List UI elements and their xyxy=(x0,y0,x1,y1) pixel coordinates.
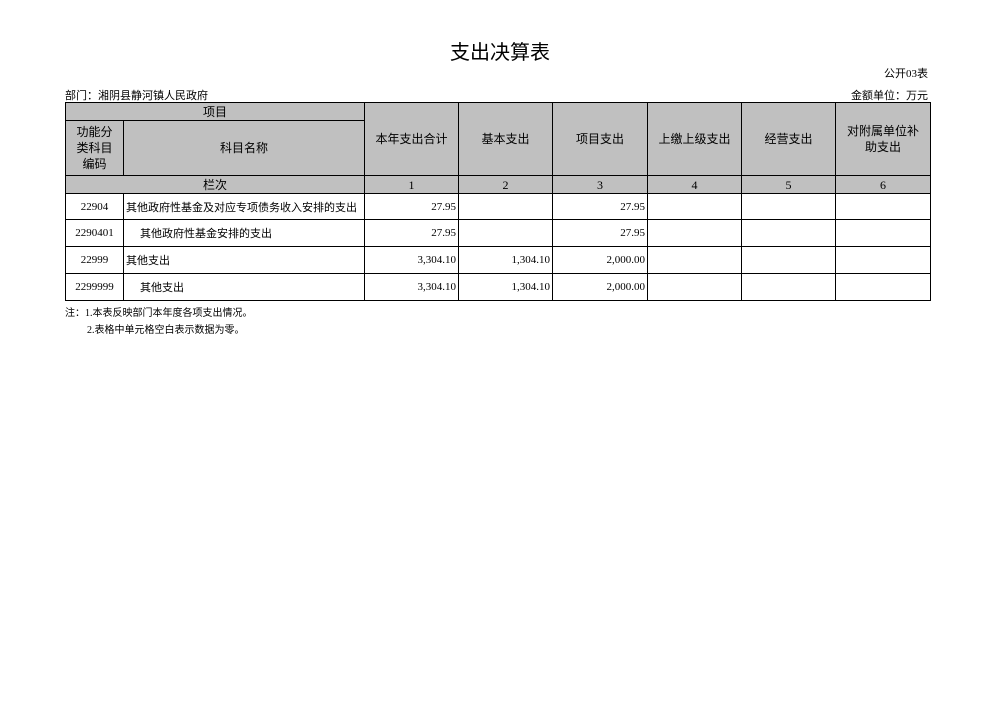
amount-cell: 2,000.00 xyxy=(552,273,648,301)
empty-cell xyxy=(741,273,836,301)
column-number: 3 xyxy=(552,175,648,194)
note: 2.表格中单元格空白表示数据为零。 xyxy=(87,325,245,336)
column-number: 1 xyxy=(364,175,459,194)
empty-cell xyxy=(458,193,553,220)
name-cell: 其他支出 xyxy=(123,273,365,301)
column-header: 项目支出 xyxy=(552,102,648,176)
column-header: 经营支出 xyxy=(741,102,836,176)
name-cell: 其他政府性基金安排的支出 xyxy=(123,219,365,247)
code-cell: 22904 xyxy=(65,193,124,220)
code-cell: 22999 xyxy=(65,246,124,274)
note: 注：1.本表反映部门本年度各项支出情况。 xyxy=(65,308,253,319)
column-header: 基本支出 xyxy=(458,102,553,176)
empty-cell xyxy=(835,193,931,220)
column-header: 对附属单位补助支出 xyxy=(835,102,931,176)
amount-cell: 1,304.10 xyxy=(458,246,553,274)
amount-cell: 27.95 xyxy=(364,193,459,220)
form-number: 公开03表 xyxy=(884,68,928,80)
index-label: 栏次 xyxy=(65,175,365,194)
empty-cell xyxy=(741,193,836,220)
column-header: 功能分类科目编码 xyxy=(65,120,124,176)
amount-cell: 27.95 xyxy=(552,193,648,220)
name-cell: 其他政府性基金及对应专项债务收入安排的支出 xyxy=(123,193,365,220)
empty-cell xyxy=(647,273,742,301)
department: 部门：湘阴县静河镇人民政府 xyxy=(65,90,208,102)
empty-cell xyxy=(647,193,742,220)
amount-cell: 27.95 xyxy=(552,219,648,247)
group-header: 项目 xyxy=(65,102,365,121)
empty-cell xyxy=(835,273,931,301)
unit: 金额单位：万元 xyxy=(851,90,928,102)
title: 支出决算表 xyxy=(450,42,550,64)
amount-cell: 3,304.10 xyxy=(364,246,459,274)
column-number: 2 xyxy=(458,175,553,194)
column-header: 本年支出合计 xyxy=(364,102,459,176)
amount-cell: 3,304.10 xyxy=(364,273,459,301)
empty-cell xyxy=(458,219,553,247)
code-cell: 2290401 xyxy=(65,219,124,247)
empty-cell xyxy=(835,246,931,274)
column-number: 6 xyxy=(835,175,931,194)
empty-cell xyxy=(835,219,931,247)
column-header: 科目名称 xyxy=(123,120,365,176)
name-cell: 其他支出 xyxy=(123,246,365,274)
amount-cell: 1,304.10 xyxy=(458,273,553,301)
amount-cell: 2,000.00 xyxy=(552,246,648,274)
amount-cell: 27.95 xyxy=(364,219,459,247)
empty-cell xyxy=(647,246,742,274)
empty-cell xyxy=(647,219,742,247)
column-header: 上缴上级支出 xyxy=(647,102,742,176)
empty-cell xyxy=(741,246,836,274)
column-number: 4 xyxy=(647,175,742,194)
column-number: 5 xyxy=(741,175,836,194)
code-cell: 2299999 xyxy=(65,273,124,301)
empty-cell xyxy=(741,219,836,247)
